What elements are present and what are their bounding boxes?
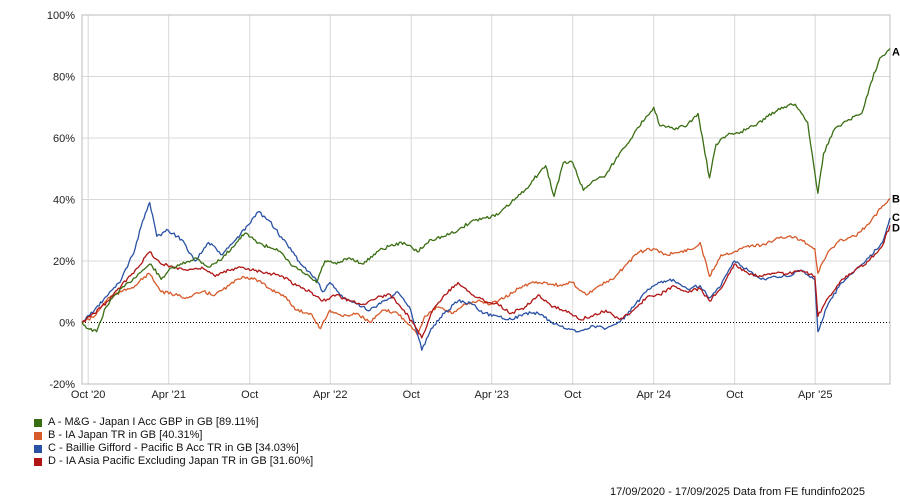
x-tick-label: Oct: [241, 389, 258, 400]
legend-swatch-b: [34, 431, 42, 440]
date-range-source: 17/09/2020 - 17/09/2025 Data from FE fun…: [610, 486, 866, 498]
y-tick-label: 100%: [47, 10, 75, 22]
series-lines: [81, 48, 891, 351]
series-line-b: [81, 198, 891, 336]
x-axis-ticks: Oct '20 Apr '21 Oct Apr '22 Oct Apr '23 Oct Apr…: [71, 389, 833, 400]
legend-item-a: A - M&G - Japan I Acc GBP in GB [89.11%]: [34, 416, 313, 429]
x-tick-label: Apr '23: [474, 389, 509, 400]
gridlines: [81, 14, 891, 385]
series-end-label-d: D: [892, 222, 900, 234]
x-tick-label: Oct: [403, 389, 420, 400]
legend-label-a: A - M&G - Japan I Acc GBP in GB [89.11%]: [48, 416, 259, 428]
series-end-labels: A BCD: [892, 46, 900, 234]
series-end-label-c: C: [892, 212, 900, 224]
x-tick-label: Apr '24: [636, 389, 671, 400]
y-tick-label: 20%: [53, 256, 75, 268]
legend-swatch-c: [34, 444, 42, 453]
legend-item-c: C - Baillie Gifford - Pacific B Acc TR i…: [34, 442, 313, 455]
y-tick-label: 40%: [53, 195, 75, 207]
legend-label-c: C - Baillie Gifford - Pacific B Acc TR i…: [48, 442, 299, 454]
y-tick-label: 60%: [53, 133, 75, 145]
legend-item-d: D - IA Asia Pacific Excluding Japan TR i…: [34, 455, 313, 468]
x-tick-label: Apr '25: [798, 389, 833, 400]
legend-item-b: B - IA Japan TR in GB [40.31%]: [34, 429, 313, 442]
legend-swatch-d: [34, 457, 42, 466]
x-tick-label: Oct '20: [71, 389, 106, 400]
legend-swatch-a: [34, 418, 42, 427]
legend-label-d: D - IA Asia Pacific Excluding Japan TR i…: [48, 455, 314, 467]
series-end-label-a: A: [892, 46, 900, 58]
series-end-label-b: B: [892, 194, 900, 206]
y-tick-label: -20%: [49, 379, 75, 391]
series-line-a: [81, 48, 891, 333]
x-tick-label: Apr '21: [151, 389, 186, 400]
legend-label-b: B - IA Japan TR in GB [40.31%]: [48, 429, 203, 441]
x-tick-label: Apr '22: [313, 389, 348, 400]
y-tick-label: 80%: [53, 72, 75, 84]
series-line-c: [81, 201, 891, 351]
y-axis-ticks: -20% 0% 20% 40% 60% 80% 100%: [47, 10, 75, 391]
line-chart: -20%0%20%40%60%80%100% Oct '20 Apr '21 Oct…: [47, 10, 900, 400]
plot-border: [81, 14, 891, 385]
y-tick-label: 0%: [59, 318, 75, 330]
legend: A - M&G - Japan I Acc GBP in GB [89.11%]…: [34, 416, 313, 468]
x-tick-label: Oct: [726, 389, 743, 400]
series-line-d: [81, 225, 891, 339]
x-tick-label: Oct: [564, 389, 581, 400]
